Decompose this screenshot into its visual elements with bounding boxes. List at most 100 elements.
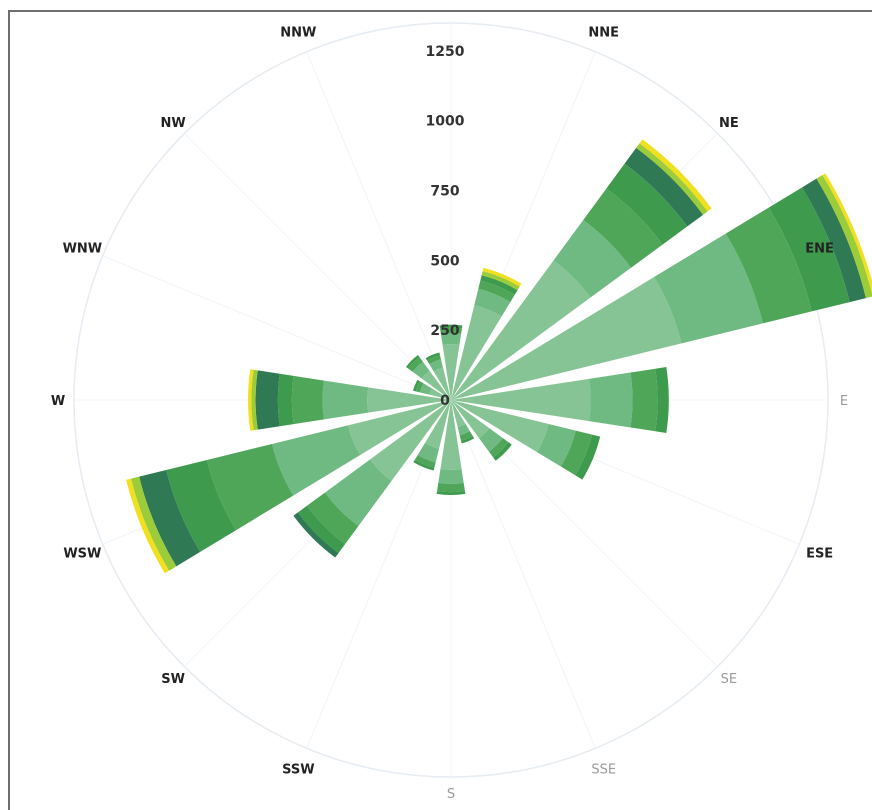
petal-wsw-band-1 [347,400,451,455]
petal-sse-band-3 [459,431,473,441]
petal-nw-band-1 [421,370,451,400]
petal-ne-band-1 [451,260,591,400]
petal-wnw-band-2 [419,383,432,395]
petal-ssw-band-3 [414,454,436,468]
petal-nnw-band-3 [427,355,442,365]
petal-s-band-1 [440,400,462,470]
petal-ssw-band-4 [413,459,435,471]
direction-label-s: S [447,787,455,800]
direction-label-ese: ESE [806,547,833,562]
petal-wsw-band-7 [126,478,170,574]
petal-wsw-band-4 [166,459,237,552]
grid-spoke-wnw [102,255,452,401]
petal-se-band-2 [479,428,503,452]
wind-rose-chart: 0 250 500 750 1000 1250 N NNE NE ENE E ESE SE SSE S SSW… [51,12,872,800]
petal-ene-band-3 [725,207,812,324]
petal-wnw-band-1 [429,388,451,400]
direction-label-e: E [840,394,848,409]
petal-sw-band-2 [324,459,392,527]
radial-tick-label: 750 [430,184,459,200]
petal-ese-band-2 [536,423,576,467]
petal-nw-band-4 [405,354,420,369]
direction-label-wnw: WNW [63,241,103,256]
petal-nw-band-3 [408,357,423,372]
petal-nw-band-2 [412,361,430,379]
petal-nne-band-1 [451,305,502,400]
petal-w-band-4 [277,373,294,427]
petal-n-band-4 [439,324,463,329]
petal-ene-band-4 [768,187,850,312]
radial-tick-label: 1000 [426,114,465,130]
petal-ne-band-7 [639,139,712,212]
chart-frame: 0 250 500 750 1000 1250 N NNE NE ENE E ESE SE SSE S SSW… [8,10,872,810]
petal-ne-band-5 [624,147,704,227]
petal-sw-band-3 [306,492,359,545]
petal-wsw-band-3 [206,443,294,531]
radial-tick-label: 1250 [426,44,465,60]
direction-label-ene: ENE [805,241,834,256]
petal-e-band-4 [655,367,669,433]
petal-s-band-2 [438,469,464,484]
petal-ne-band-6 [636,143,708,215]
petal-ene-band-1 [451,277,682,400]
petal-nne-band-6 [481,271,520,291]
petal-nnw-band-1 [433,367,451,400]
petal-n-band-3 [440,327,462,334]
direction-label-n: N [446,12,457,16]
petal-nnw-band-2 [429,359,444,372]
petal-nne-band-4 [480,275,518,295]
grid-spoke-nnw [306,51,452,401]
direction-label-sse: SSE [591,763,616,778]
petal-ne-band-4 [606,163,688,245]
petal-e-band-2 [589,372,633,428]
petal-sse-band-4 [460,435,475,444]
petal-sw-band-5 [293,512,339,558]
petal-ene-band-6 [816,175,872,299]
petal-sse-band-2 [457,423,470,436]
petal-nne-band-3 [478,280,515,303]
petal-w-band-5 [255,370,280,430]
direction-label-nne: NNE [588,25,619,40]
label-layer: 0 250 500 750 1000 1250 N NNE NE ENE E ESE SE SSE S SSW… [51,12,848,800]
petal-ese-band-3 [560,430,593,476]
petal-wnw-band-4 [413,379,420,392]
direction-label-wsw: WSW [63,547,101,562]
petal-wsw-band-5 [139,469,201,567]
direction-label-nw: NW [160,116,185,131]
petal-ene-band-2 [654,233,763,344]
petal-s-band-4 [436,491,466,495]
petal-n-band-1 [442,344,460,400]
petal-w-band-7 [247,369,254,431]
direction-label-sw: SW [161,672,185,687]
direction-label-se: SE [721,672,737,687]
petal-nnw-band-4 [425,352,441,361]
petal-ese-band-1 [451,400,549,453]
petal-nne-band-2 [474,288,511,317]
petal-ssw-band-2 [417,442,440,463]
petal-w-band-1 [367,387,451,413]
direction-label-w: W [51,394,65,409]
petal-w-band-2 [322,380,369,420]
petal-wsw-band-2 [272,425,361,496]
petal-layer [126,139,872,574]
petal-ne-band-2 [553,219,632,298]
petal-w-band-3 [291,375,325,425]
petal-w-band-6 [251,369,258,431]
radial-tick-label: 250 [430,323,459,339]
petal-ne-band-3 [583,188,663,268]
grid-spoke-nw [184,133,452,401]
petal-sw-band-1 [369,400,451,482]
petal-wsw-band-6 [130,476,177,571]
petal-s-band-3 [437,482,465,493]
direction-label-ne: NE [719,116,739,131]
direction-label-nnw: NNW [280,25,316,40]
petal-ene-band-5 [802,178,866,303]
petal-sse-band-1 [451,400,466,428]
radial-tick-label: 0 [440,393,450,409]
petal-se-band-1 [451,400,490,439]
petal-se-band-4 [493,442,512,461]
petal-wnw-band-3 [415,381,424,393]
direction-label-ssw: SSW [282,763,314,778]
petal-se-band-3 [489,438,509,458]
petal-sw-band-4 [297,505,346,554]
